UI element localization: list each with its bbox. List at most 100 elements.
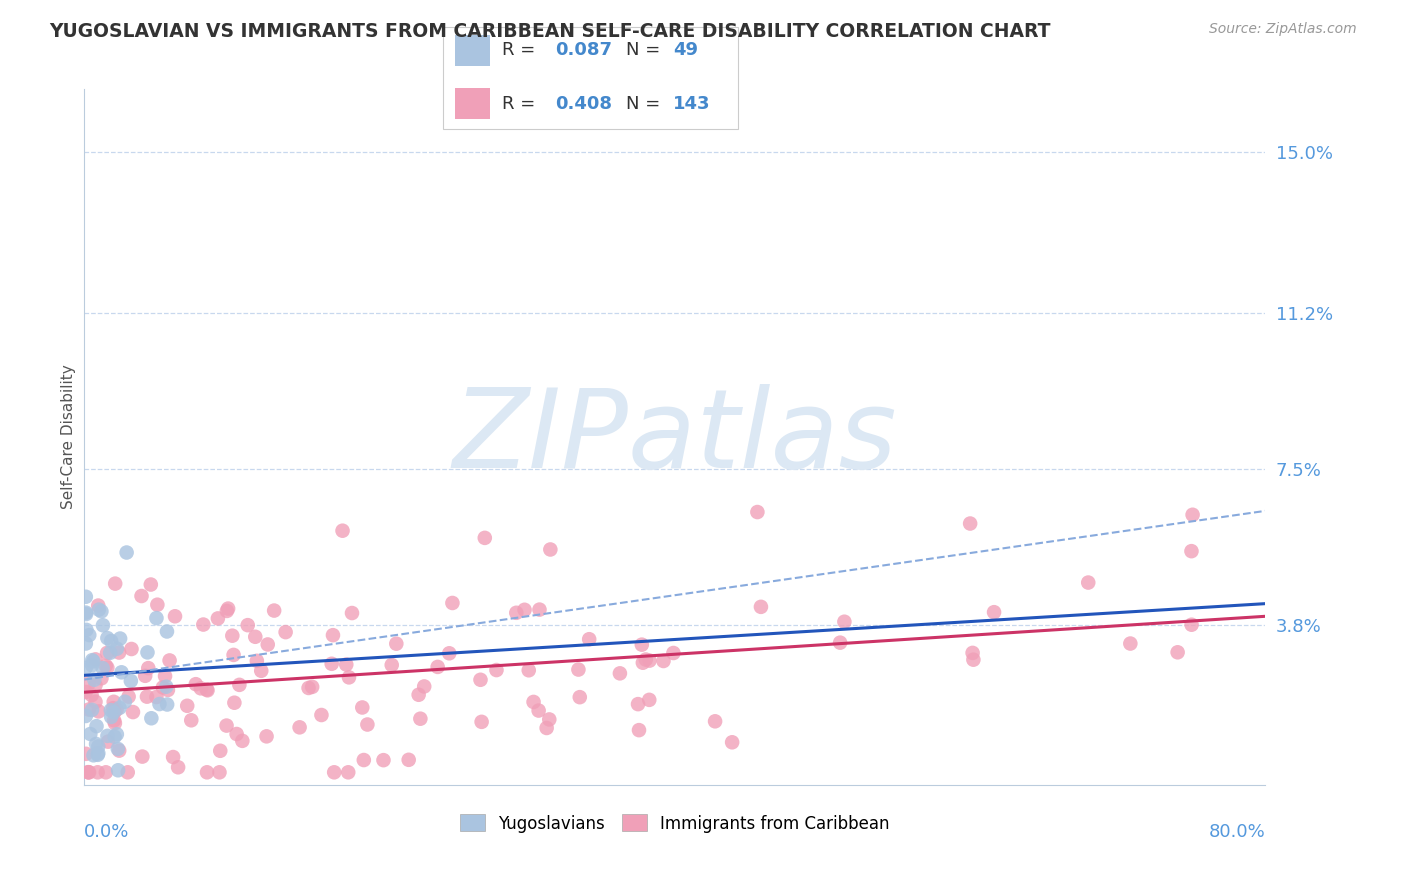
Point bbox=[288, 720, 311, 734]
Point bbox=[77, 676, 100, 690]
Point bbox=[100, 710, 122, 724]
Point bbox=[332, 524, 354, 538]
Point bbox=[104, 576, 127, 591]
Point bbox=[80, 658, 103, 673]
Point bbox=[75, 590, 97, 604]
Point bbox=[121, 642, 143, 657]
Point bbox=[222, 648, 245, 662]
Point bbox=[638, 693, 661, 707]
Point bbox=[340, 606, 363, 620]
Point bbox=[634, 652, 657, 666]
FancyBboxPatch shape bbox=[454, 35, 491, 66]
Point bbox=[505, 606, 527, 620]
Point bbox=[167, 760, 190, 774]
Point bbox=[568, 690, 591, 705]
Point bbox=[131, 589, 153, 603]
Point bbox=[704, 714, 727, 729]
Point bbox=[75, 685, 97, 699]
Point bbox=[86, 765, 108, 780]
Point bbox=[356, 717, 378, 731]
Point bbox=[77, 765, 100, 780]
Point bbox=[1180, 544, 1202, 558]
Point bbox=[75, 607, 97, 621]
Point bbox=[108, 701, 131, 715]
Point bbox=[321, 657, 343, 671]
Point bbox=[513, 603, 536, 617]
Point bbox=[75, 709, 97, 723]
Point bbox=[627, 723, 650, 738]
Point bbox=[148, 697, 170, 711]
Point bbox=[208, 765, 231, 780]
Point bbox=[84, 695, 107, 709]
Point bbox=[335, 657, 357, 672]
Point bbox=[82, 748, 104, 763]
Point bbox=[529, 602, 551, 616]
Point bbox=[84, 737, 107, 751]
Point bbox=[107, 764, 129, 778]
Point bbox=[84, 678, 107, 692]
Point bbox=[381, 658, 404, 673]
Point bbox=[91, 618, 114, 632]
Text: YUGOSLAVIAN VS IMMIGRANTS FROM CARIBBEAN SELF-CARE DISABILITY CORRELATION CHART: YUGOSLAVIAN VS IMMIGRANTS FROM CARIBBEAN… bbox=[49, 22, 1050, 41]
Point bbox=[162, 750, 184, 764]
Point bbox=[97, 734, 120, 748]
Point bbox=[82, 653, 104, 667]
Legend: Yugoslavians, Immigrants from Caribbean: Yugoslavians, Immigrants from Caribbean bbox=[453, 808, 897, 839]
Point bbox=[136, 661, 159, 675]
Text: 49: 49 bbox=[673, 41, 699, 60]
Point bbox=[353, 753, 375, 767]
Point bbox=[84, 652, 107, 666]
Point bbox=[155, 680, 177, 694]
Point bbox=[373, 753, 395, 767]
Point bbox=[77, 702, 100, 716]
Point bbox=[107, 742, 129, 756]
Point bbox=[83, 673, 105, 687]
Point bbox=[256, 638, 278, 652]
Point bbox=[75, 747, 97, 761]
Point bbox=[180, 713, 202, 727]
Point bbox=[122, 705, 145, 719]
Point bbox=[193, 617, 215, 632]
Point bbox=[90, 671, 112, 685]
Point bbox=[609, 666, 631, 681]
Point bbox=[139, 577, 162, 591]
Point bbox=[79, 727, 101, 741]
Point bbox=[662, 646, 685, 660]
Point bbox=[94, 658, 117, 673]
Point bbox=[98, 646, 121, 660]
Point bbox=[983, 605, 1005, 619]
Point bbox=[77, 628, 100, 642]
Point bbox=[159, 653, 181, 667]
Point bbox=[352, 700, 374, 714]
Point bbox=[538, 713, 561, 727]
Point bbox=[1077, 575, 1099, 590]
Point bbox=[104, 730, 127, 744]
Point bbox=[146, 598, 169, 612]
Point bbox=[90, 604, 112, 618]
Point bbox=[163, 609, 186, 624]
Point bbox=[87, 705, 110, 719]
Point bbox=[301, 680, 323, 694]
Point bbox=[263, 603, 285, 617]
Point bbox=[77, 765, 100, 780]
Point bbox=[117, 765, 139, 780]
Point bbox=[721, 735, 744, 749]
Point bbox=[103, 705, 125, 719]
Point bbox=[87, 747, 110, 762]
Point bbox=[156, 698, 179, 712]
Point bbox=[221, 629, 243, 643]
Point bbox=[567, 663, 589, 677]
Point bbox=[224, 696, 246, 710]
Point bbox=[323, 765, 346, 780]
Point bbox=[297, 681, 319, 695]
Point bbox=[75, 623, 97, 637]
Point bbox=[652, 654, 675, 668]
Point bbox=[86, 719, 108, 733]
Text: Source: ZipAtlas.com: Source: ZipAtlas.com bbox=[1209, 22, 1357, 37]
Point bbox=[110, 665, 132, 680]
Point bbox=[197, 683, 219, 698]
Text: 0.408: 0.408 bbox=[555, 95, 612, 112]
Point bbox=[527, 704, 550, 718]
Point bbox=[256, 730, 278, 744]
Point bbox=[398, 753, 420, 767]
